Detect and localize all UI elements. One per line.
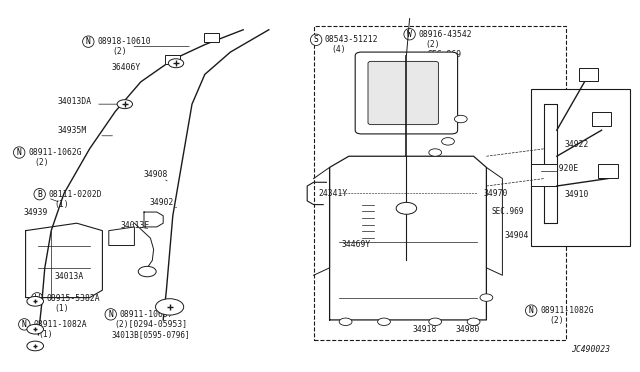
Circle shape [429,318,442,326]
Text: 34925M: 34925M [428,103,457,112]
Circle shape [117,100,132,109]
Bar [531,164,557,186]
Text: 08915-5382A: 08915-5382A [47,294,100,303]
Text: 08911-10637: 08911-10637 [120,310,173,319]
Circle shape [378,318,390,326]
Text: 34939: 34939 [23,208,47,217]
Text: 08911-1082A: 08911-1082A [33,320,87,329]
Bar [592,112,611,126]
Text: N: N [22,320,27,329]
Circle shape [442,138,454,145]
Bar [165,55,180,64]
Text: 24341Y: 24341Y [319,189,348,198]
FancyBboxPatch shape [355,52,458,134]
Text: 34935M: 34935M [58,126,87,135]
FancyBboxPatch shape [368,61,438,125]
Text: (1): (1) [38,330,53,339]
Text: W: W [35,294,40,303]
Circle shape [429,149,442,156]
Circle shape [454,115,467,123]
Circle shape [396,202,417,214]
Text: 08911-1062G: 08911-1062G [28,148,82,157]
Text: S: S [314,35,319,44]
Text: (4): (4) [332,45,346,54]
Text: 34980: 34980 [456,325,480,334]
Circle shape [156,299,184,315]
Circle shape [467,318,480,326]
Text: N: N [529,306,534,315]
Text: (2): (2) [34,158,49,167]
Text: 34902: 34902 [150,198,174,207]
Text: 34013F: 34013F [120,221,150,230]
Circle shape [138,266,156,277]
Text: 34013B[0595-0796]: 34013B[0595-0796] [112,330,191,339]
Text: 08111-0202D: 08111-0202D [49,190,102,199]
Text: 08918-10610: 08918-10610 [97,37,151,46]
Text: 34013A: 34013A [54,272,84,280]
Text: (2): (2) [426,40,440,49]
Text: 08916-43542: 08916-43542 [419,30,472,39]
Bar [579,68,598,81]
Text: 34918: 34918 [412,325,436,334]
Text: (1): (1) [54,304,69,312]
Text: (2)[0294-05953]: (2)[0294-05953] [114,320,187,329]
Circle shape [27,296,44,306]
Bar [598,164,618,178]
Text: N: N [86,37,91,46]
Polygon shape [109,227,134,246]
Text: 34970: 34970 [484,189,508,198]
Text: (1): (1) [54,200,69,209]
Circle shape [27,324,44,334]
Text: SEC.969: SEC.969 [492,207,524,216]
Circle shape [339,318,352,326]
Text: W: W [407,30,412,39]
Bar [531,89,630,246]
Text: 34469Y: 34469Y [342,240,371,249]
Text: 08543-51212: 08543-51212 [324,35,378,44]
Text: 34908: 34908 [143,170,168,179]
Text: N: N [17,148,22,157]
Text: SEC.969: SEC.969 [428,50,461,59]
Text: 08911-1082G: 08911-1082G [540,306,594,315]
Text: 34013D: 34013D [428,60,457,68]
Text: 36406Y: 36406Y [112,63,141,72]
Circle shape [480,294,493,301]
Text: N: N [108,310,113,319]
Text: JC490023: JC490023 [571,345,610,354]
Circle shape [168,59,184,68]
Text: 34904: 34904 [504,231,529,240]
Text: (2): (2) [112,47,127,56]
Text: B: B [37,190,42,199]
Bar [314,26,566,340]
Text: (2): (2) [549,316,564,325]
Text: 34910: 34910 [564,190,589,199]
Circle shape [27,341,44,351]
Bar [204,33,219,42]
Text: 34013DA: 34013DA [58,97,92,106]
Text: 34922: 34922 [564,140,589,149]
Text: 34920E: 34920E [549,164,579,173]
